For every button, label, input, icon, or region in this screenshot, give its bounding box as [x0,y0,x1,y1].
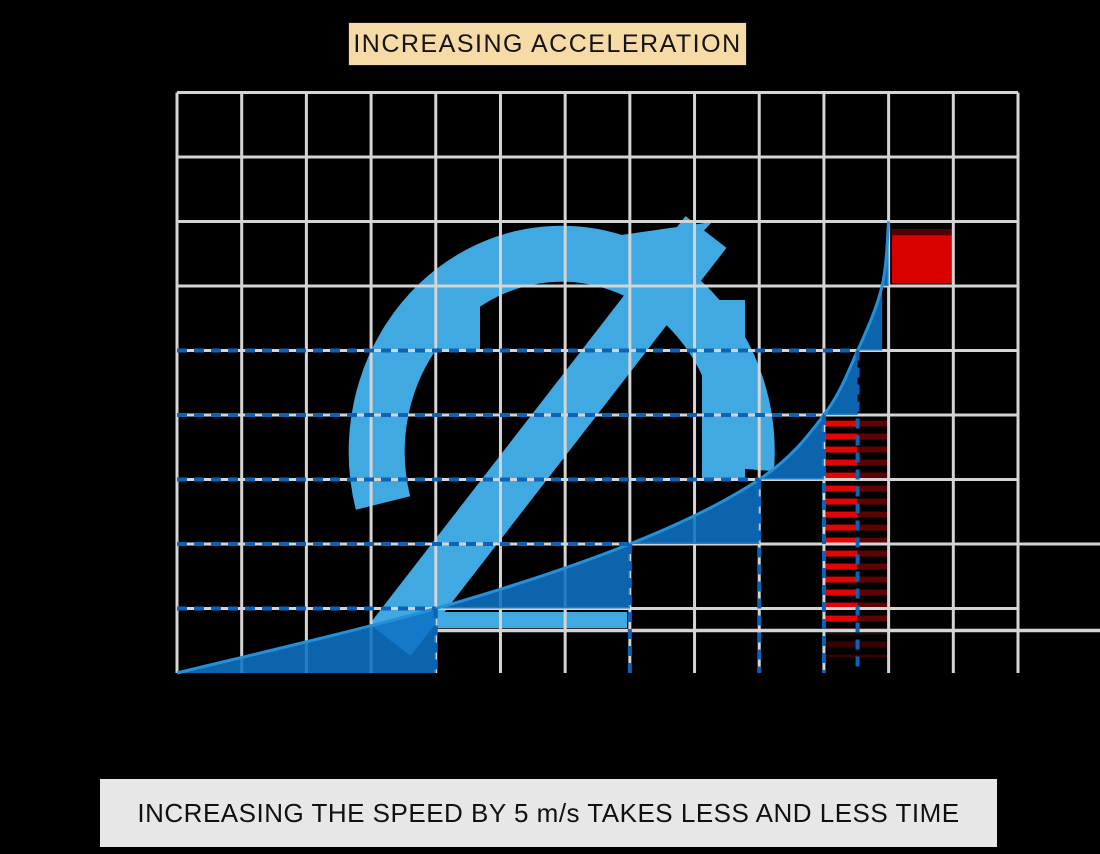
caption-text: INCREASING THE SPEED BY 5 m/s TAKES LESS… [137,797,960,828]
hatched-area [823,420,889,658]
unit-area-square [891,229,953,284]
caption-box: INCREASING THE SPEED BY 5 m/s TAKES LESS… [100,779,997,847]
gridlines [175,91,1100,673]
title-box: INCREASING ACCELERATION [348,22,747,66]
dashed-guides [177,348,860,673]
title-text: INCREASING ACCELERATION [353,29,742,58]
area-under-curve [176,221,891,675]
speed-time-curve [176,221,891,675]
